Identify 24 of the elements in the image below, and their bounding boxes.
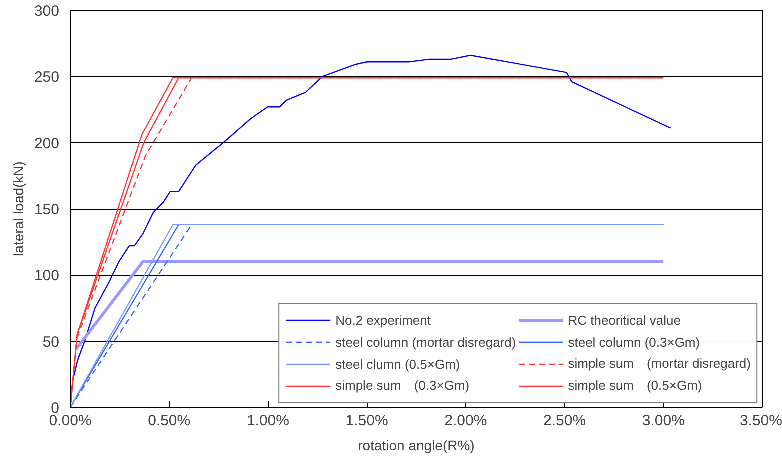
y-tick-label: 200 [34,135,60,152]
y-tick-label: 250 [34,69,60,86]
x-tick-label: 2.00% [444,412,488,430]
legend-label: simple sum (mortar disregard) [568,355,751,373]
y-tick-label: 300 [34,3,60,20]
x-tick-label: 2.50% [544,412,586,430]
legend-label: steel column (mortar disregard) [336,334,516,350]
legend-label: RC theoritical value [568,312,681,328]
y-axis-title: lateral load(kN) [10,162,26,256]
legend-label: No.2 experiment [336,312,431,328]
legend-label: steel column (0.3×Gm) [568,334,700,350]
x-tick-label: 1.50% [346,412,388,430]
legend-label: simple sum (0.5×Gm) [568,377,702,395]
x-tick-label: 3.00% [642,412,685,430]
x-tick-label: 3.50% [740,412,782,430]
y-tick-label: 150 [34,202,60,218]
y-tick-label: 100 [34,268,60,285]
x-tick-label: 0.00% [49,412,92,430]
x-axis-title: rotation angle(R%) [358,438,475,454]
legend-label: steel clumn (0.5×Gm) [336,356,460,372]
x-tick-label: 0.50% [148,412,191,430]
y-tick-label: 50 [42,334,60,351]
legend-label: simple sum (0.3×Gm) [336,377,470,395]
x-tick-label: 1.00% [246,412,290,430]
